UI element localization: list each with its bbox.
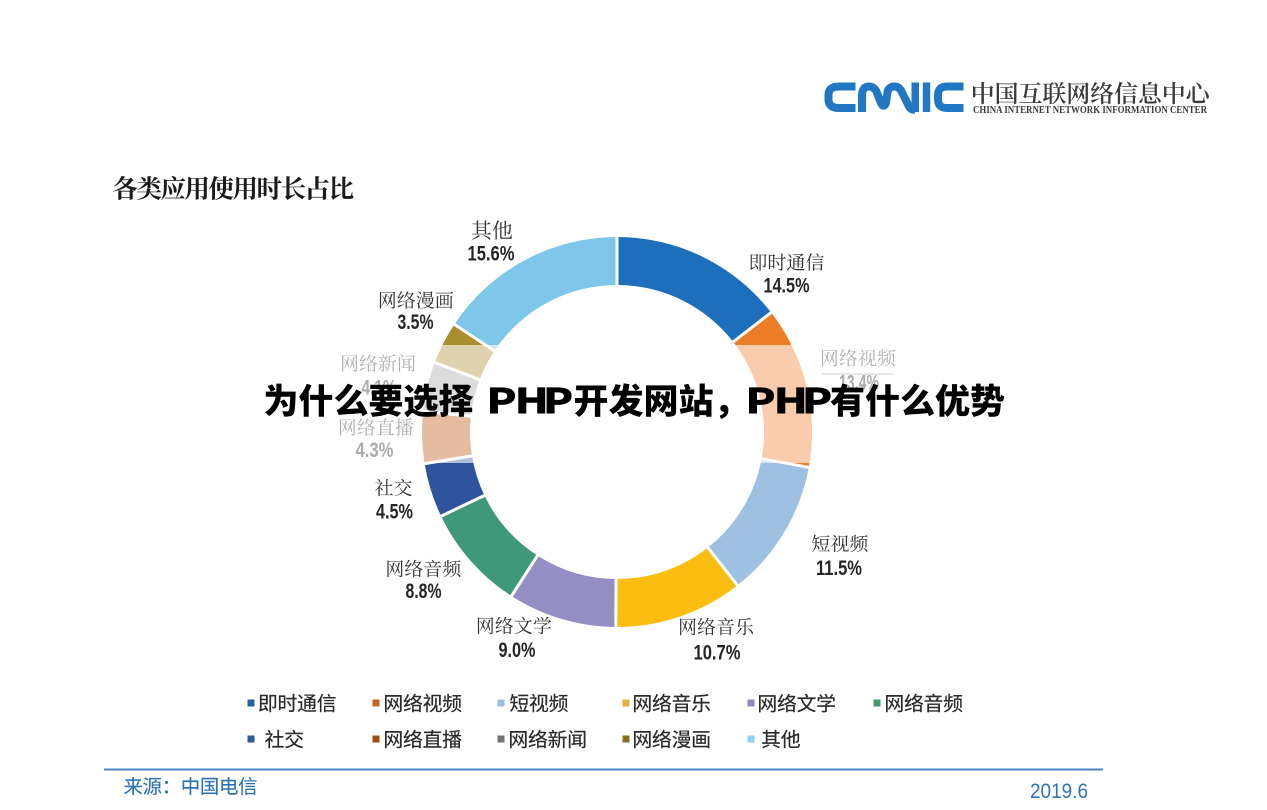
svg-text:15.6%: 15.6%: [468, 243, 515, 266]
svg-text:11.5%: 11.5%: [816, 557, 862, 580]
svg-text:8.8%: 8.8%: [406, 580, 442, 603]
svg-text:9.0%: 9.0%: [499, 639, 536, 662]
svg-text:2019.6: 2019.6: [1030, 780, 1088, 803]
svg-text:14.5%: 14.5%: [764, 275, 810, 298]
svg-text:3.5%: 3.5%: [398, 311, 434, 334]
svg-text:10.7%: 10.7%: [694, 642, 741, 665]
svg-text:CHINA INTERNET NETWORK INFORMA: CHINA INTERNET NETWORK INFORMATION CENTE…: [973, 105, 1208, 116]
svg-text:4.5%: 4.5%: [376, 501, 413, 524]
